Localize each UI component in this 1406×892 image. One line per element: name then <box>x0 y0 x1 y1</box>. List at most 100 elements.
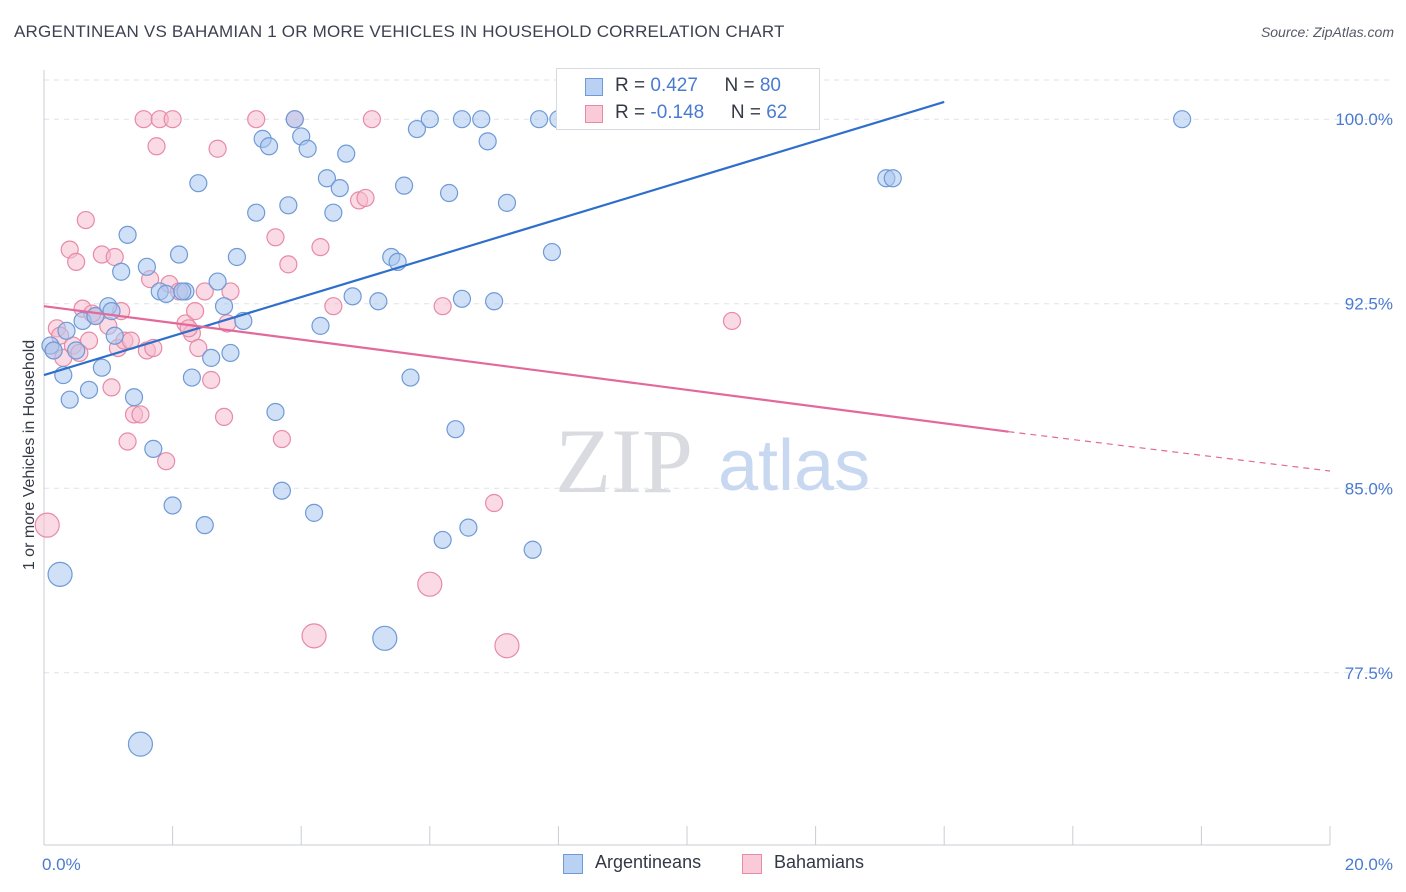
argentineans-point <box>60 390 79 409</box>
source-label: Source: ZipAtlas.com <box>1260 24 1394 40</box>
argentineans-point <box>182 368 201 387</box>
bahamians-point <box>134 110 153 129</box>
bahamians-point <box>266 228 285 247</box>
argentineans-point <box>208 272 227 291</box>
argentineans-point <box>407 119 427 139</box>
bahamians-point <box>433 297 452 316</box>
series-label: Argentineans <box>595 852 702 872</box>
x-tick-label: 20.0% <box>1345 855 1393 874</box>
argentineans-point <box>221 343 240 363</box>
argentineans-point <box>67 341 86 360</box>
argentineans-point <box>452 110 472 129</box>
argentineans-point <box>530 110 549 129</box>
y-tick-label: 77.5% <box>1345 664 1393 683</box>
bahamians-point <box>76 210 95 230</box>
argentineans-trend-line <box>43 100 945 377</box>
bahamians-point <box>118 432 137 451</box>
argentineans-point <box>343 287 362 306</box>
argentineans-point <box>523 540 542 559</box>
argentineans-point <box>163 496 182 515</box>
argentineans-point <box>266 402 285 422</box>
argentineans-point <box>127 731 154 757</box>
legend-n-value: 80 <box>759 75 781 96</box>
bahamians-point <box>202 370 221 390</box>
argentineans-point <box>227 247 246 267</box>
argentineans-point <box>401 368 420 387</box>
bahamians-point <box>417 571 443 597</box>
watermark-zip: ZIP <box>555 410 693 512</box>
argentineans-point <box>259 137 279 156</box>
argentineans-point <box>420 110 439 129</box>
argentineans-point <box>883 169 902 188</box>
argentineans-point <box>202 348 221 367</box>
argentineans-point <box>285 110 304 129</box>
argentineans-point <box>485 292 504 311</box>
argentineans-point <box>446 420 465 439</box>
series-swatch-pink <box>742 854 762 874</box>
legend-n-label: N = <box>730 102 767 123</box>
y-tick-label: 92.5% <box>1345 295 1393 314</box>
argentineans-point <box>105 326 124 345</box>
bahamians-point <box>163 110 182 129</box>
bahamians-point <box>67 252 86 272</box>
bahamians-point <box>34 512 60 538</box>
argentineans-point <box>214 297 234 316</box>
bahamians-point <box>356 188 375 208</box>
bahamians-point <box>485 493 504 513</box>
argentineans-point <box>394 176 414 195</box>
watermark-atlas: atlas <box>718 426 870 506</box>
argentineans-point <box>372 625 398 651</box>
bahamians-trend-line <box>43 305 1009 433</box>
y-axis-label: 1 or more Vehicles in Household <box>21 340 38 570</box>
argentineans-point <box>79 380 99 399</box>
bahamians-point <box>311 238 330 257</box>
legend-r-value: -0.148 <box>650 102 705 123</box>
argentineans-point <box>157 284 176 303</box>
bahamians-point <box>722 311 742 331</box>
legend-swatch-blue <box>585 78 603 96</box>
bahamians-point <box>214 407 234 427</box>
argentineans-point <box>317 169 337 188</box>
argentineans-point <box>92 358 111 377</box>
bahamians-point <box>272 429 292 449</box>
argentineans-point <box>57 321 76 340</box>
legend-r-label: R = <box>615 75 651 96</box>
y-tick-label: 85.0% <box>1345 479 1393 498</box>
argentineans-point <box>44 341 63 360</box>
argentineans-point <box>173 282 192 301</box>
series-swatch-blue <box>563 854 583 874</box>
argentineans-point <box>324 203 343 222</box>
argentineans-point <box>118 225 137 244</box>
bahamians-point <box>186 302 205 321</box>
argentineans-point <box>478 132 497 151</box>
chart-title: ARGENTINEAN VS BAHAMIAN 1 OR MORE VEHICL… <box>14 22 785 41</box>
bahamians-point <box>147 137 166 156</box>
argentineans-point <box>497 193 517 212</box>
legend-n-label: N = <box>724 75 760 96</box>
y-tick-label: 100.0% <box>1335 110 1393 129</box>
argentineans-point <box>337 144 356 163</box>
argentineans-point <box>311 316 330 335</box>
argentineans-point <box>298 139 317 158</box>
argentineans-point <box>124 388 144 407</box>
argentineans-point <box>330 178 349 198</box>
argentineans-point <box>102 302 121 321</box>
argentineans-point <box>279 196 298 215</box>
watermark: ZIP atlas <box>555 410 870 512</box>
bahamians-point <box>208 139 227 158</box>
argentineans-point <box>144 439 163 458</box>
argentineans-point <box>304 503 324 522</box>
argentineans-point <box>472 110 491 129</box>
bahamians-point <box>494 633 520 659</box>
argentineans-point <box>112 262 131 281</box>
argentineans-point <box>47 561 73 587</box>
argentineans-points <box>41 110 1192 757</box>
bahamians-point <box>195 282 214 301</box>
argentineans-point <box>452 289 472 308</box>
bahamians-point <box>362 110 382 129</box>
bahamians-point <box>189 338 208 358</box>
bahamians-trend-extension <box>1008 431 1331 472</box>
axis-layer <box>43 70 1331 846</box>
bahamians-point <box>324 297 343 316</box>
argentineans-point <box>272 481 292 500</box>
